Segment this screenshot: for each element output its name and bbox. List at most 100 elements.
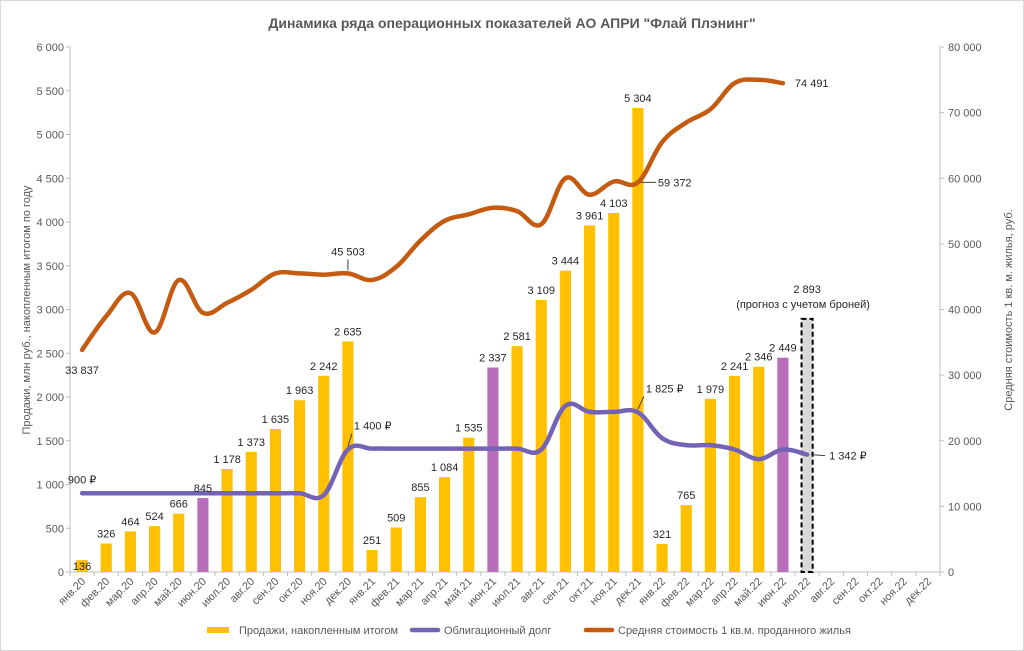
- bar-value-label: 1 535: [455, 423, 483, 435]
- price-label: 59 372: [658, 177, 692, 189]
- bar: [463, 437, 475, 572]
- debt-label: 1 342 ₽: [829, 451, 867, 463]
- bar-value-label: 1 635: [262, 414, 290, 426]
- bar-value-label: 855: [411, 482, 429, 494]
- price-label: 45 503: [331, 246, 365, 258]
- chart-title: Динамика ряда операционных показателей А…: [268, 15, 755, 31]
- forecast-note-label: (прогноз с учетом броней): [736, 299, 870, 311]
- bar-value-label: 2 581: [503, 331, 531, 343]
- bar: [221, 468, 233, 572]
- price-label: 74 491: [795, 78, 829, 90]
- bar: [487, 367, 499, 572]
- bar-value-label: 2 635: [334, 326, 362, 338]
- y-left-tick-label: 0: [58, 567, 64, 579]
- bar: [608, 212, 620, 573]
- bar: [100, 543, 112, 572]
- bar: [318, 375, 330, 572]
- y-right-tick-label: 60 000: [948, 173, 982, 185]
- bar: [777, 357, 789, 572]
- bar: [197, 498, 209, 572]
- bar-value-label: 765: [677, 490, 695, 502]
- bar: [342, 341, 354, 572]
- bar-value-label: 1 178: [213, 454, 241, 466]
- y-left-tick-label: 1 000: [36, 480, 64, 492]
- bar: [632, 107, 644, 573]
- bar-value-label: 326: [97, 528, 115, 540]
- bar-value-label: 1 963: [286, 385, 314, 397]
- line-series: [79, 77, 810, 501]
- bar: [753, 366, 765, 572]
- bar-value-label: 1 084: [431, 462, 459, 474]
- bar: [76, 560, 88, 572]
- y-right-tick-label: 0: [948, 567, 954, 579]
- bar-value-label: 509: [387, 512, 405, 524]
- y-right-tick-label: 20 000: [948, 436, 982, 448]
- bar-value-label: 845: [194, 483, 212, 495]
- y-left-tick-label: 3 000: [36, 305, 64, 317]
- bar-value-label: 464: [121, 516, 139, 528]
- y-right-tick-label: 70 000: [948, 108, 982, 120]
- y-left-tick-label: 5 000: [36, 130, 64, 142]
- price-label: 33 837: [65, 365, 99, 377]
- debt-label: 1 400 ₽: [354, 421, 392, 433]
- y-left-tick-label: 2 500: [36, 348, 64, 360]
- y-axis-left-title: Продажи, млн руб., накопленным итогом по…: [21, 185, 33, 435]
- y-right-tick-label: 30 000: [948, 370, 982, 382]
- debt-leader-line: [347, 433, 353, 447]
- forecast-bar: [800, 317, 814, 573]
- debt-line: [79, 401, 810, 501]
- bar: [294, 400, 306, 572]
- bar-value-label: 3 444: [552, 256, 580, 268]
- bar: [656, 543, 668, 572]
- bar: [559, 270, 571, 572]
- y-left-tick-label: 4 000: [36, 217, 64, 229]
- legend-label: Продажи, накопленным итогом: [239, 625, 398, 637]
- y-right-tick-label: 40 000: [948, 305, 982, 317]
- bar-value-label: 5 304: [624, 93, 652, 105]
- bar: [704, 398, 716, 572]
- bar-value-label: 524: [145, 511, 163, 523]
- bar-value-label: 3 961: [576, 210, 604, 222]
- bar: [124, 531, 136, 572]
- bar: [414, 497, 426, 572]
- y-left-tick-label: 4 500: [36, 173, 64, 185]
- bar: [439, 477, 451, 572]
- y-right-tick-label: 10 000: [948, 501, 982, 513]
- legend-swatch-bar: [207, 627, 229, 633]
- bar-value-label: 4 103: [600, 198, 628, 210]
- bar-value-label: 666: [170, 499, 188, 511]
- bar: [390, 527, 402, 572]
- bar-value-label: 321: [653, 529, 671, 541]
- y-right-tick-label: 50 000: [948, 239, 982, 251]
- legend-label: Средняя стоимость 1 кв.м. проданного жил…: [618, 625, 851, 637]
- debt-leader-line: [637, 396, 645, 410]
- bar: [584, 225, 596, 572]
- bar-value-label: 3 109: [527, 285, 555, 297]
- bar: [269, 428, 281, 572]
- price-line: [79, 77, 786, 353]
- y-axis-right-title: Средняя стоимость 1 кв. м. жилья, руб.: [1003, 209, 1015, 410]
- bar-value-label: 136: [73, 561, 91, 573]
- bar-value-label: 251: [363, 535, 381, 547]
- y-left-tick-label: 1 500: [36, 436, 64, 448]
- bar: [535, 299, 547, 572]
- bar-value-label: 2 346: [745, 352, 773, 364]
- bar: [366, 550, 378, 572]
- bar: [245, 451, 257, 572]
- y-left-tick-label: 3 500: [36, 261, 64, 273]
- bar: [149, 526, 161, 572]
- bar: [729, 375, 741, 572]
- bar-series: [76, 107, 814, 573]
- bar: [173, 513, 185, 572]
- bar-value-label: 1 373: [237, 437, 265, 449]
- bar-value-label: 2 241: [721, 361, 749, 373]
- y-left-tick-label: 5 500: [36, 86, 64, 98]
- forecast-value-label: 2 893: [793, 284, 821, 296]
- legend: Продажи, накопленным итогом Облигационный…: [207, 625, 851, 637]
- bar-value-label: 2 337: [479, 353, 507, 365]
- bar: [511, 346, 523, 572]
- bar-value-label: 2 449: [769, 343, 797, 355]
- y-right-tick-label: 80 000: [948, 42, 982, 54]
